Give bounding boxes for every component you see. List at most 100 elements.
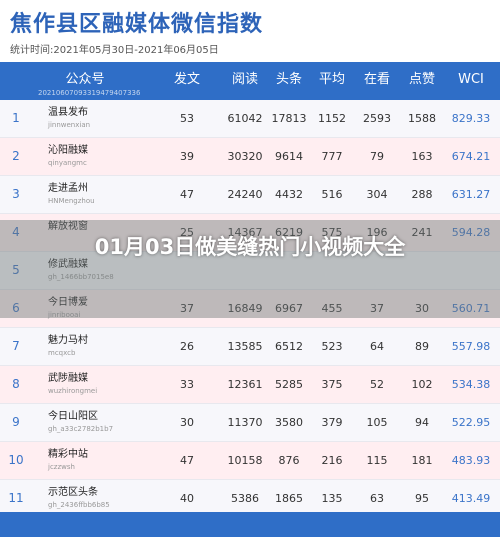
wci-value: 594.28 bbox=[451, 226, 491, 239]
account-name[interactable]: 精彩中站 bbox=[48, 449, 88, 460]
table-row[interactable]: 10 精彩中站 jczzwsh 47 10158 876 216 115 181 483.93 bbox=[0, 442, 500, 480]
table-row[interactable]: 1 温县发布 jinnwenxian 53 61042 17813 1152 2593 1588… bbox=[0, 100, 500, 138]
rank-number: 2 bbox=[12, 149, 20, 163]
wci-value: 829.33 bbox=[451, 112, 491, 125]
account-name[interactable]: 沁阳融媒 bbox=[48, 145, 88, 156]
wci-value: 483.93 bbox=[451, 454, 491, 467]
account-name[interactable]: 今日博爱 bbox=[48, 297, 88, 308]
headline-value: 1865 bbox=[275, 492, 303, 505]
account-cell: 今日山阳区 gh_a33c2782b1b7 bbox=[48, 410, 168, 435]
headline-value: 6512 bbox=[275, 340, 303, 353]
rank-number: 3 bbox=[12, 187, 20, 201]
rank-number: 7 bbox=[12, 339, 20, 353]
table-row[interactable]: 6 今日博爱 jinribooai 37 16849 6967 455 37 30 560.71 bbox=[0, 290, 500, 328]
table-row[interactable]: 9 今日山阳区 gh_a33c2782b1b7 30 11370 3580 379 105 94… bbox=[0, 404, 500, 442]
table-row[interactable]: 3 走进孟州 HNMengzhou 47 24240 4432 516 304 288 631.2… bbox=[0, 176, 500, 214]
overlay-banner bbox=[0, 220, 500, 318]
column-header-likes: 点赞 bbox=[408, 72, 435, 87]
posts-value: 33 bbox=[180, 378, 194, 391]
average-value: 216 bbox=[321, 454, 343, 467]
watching-value: 79 bbox=[370, 150, 384, 163]
reads-value: 14367 bbox=[227, 226, 263, 239]
table-row[interactable]: 5 修武融媒 gh_1466bb7015e8 bbox=[0, 252, 500, 290]
average-value: 1152 bbox=[318, 112, 346, 125]
average-value: 523 bbox=[321, 340, 343, 353]
account-name[interactable]: 魅力马村 bbox=[48, 335, 88, 346]
account-name[interactable]: 示范区头条 bbox=[48, 487, 98, 498]
table-header: 公众号 发文 阅读 头条 平均 在看 点赞 WCI 20210607093319… bbox=[0, 62, 500, 100]
table-row[interactable]: 7 魅力马村 mcqxcb 26 13585 6512 523 64 89 557.98 bbox=[0, 328, 500, 366]
likes-value: 241 bbox=[411, 226, 433, 239]
likes-value: 163 bbox=[411, 150, 433, 163]
average-value: 135 bbox=[321, 492, 343, 505]
account-id: jinribooai bbox=[48, 311, 81, 319]
account-name[interactable]: 武陟融媒 bbox=[48, 373, 88, 384]
table-row[interactable]: 2 沁阳融媒 qinyangmc 39 30320 9614 777 79 163 674.21 bbox=[0, 138, 500, 176]
headline-value: 876 bbox=[278, 454, 300, 467]
page-title: 焦作县区融媒体微信指数 bbox=[10, 12, 264, 37]
average-value: 516 bbox=[321, 188, 343, 201]
reads-value: 30320 bbox=[227, 150, 263, 163]
wci-value: 674.21 bbox=[451, 150, 491, 163]
account-id: gh_a33c2782b1b7 bbox=[48, 425, 114, 433]
rank-number: 1 bbox=[12, 111, 20, 125]
watching-value: 115 bbox=[366, 454, 388, 467]
rank-number: 5 bbox=[12, 263, 20, 277]
rank-number: 6 bbox=[12, 301, 20, 315]
account-cell: 今日博爱 jinribooai bbox=[48, 296, 168, 321]
account-id: HNMengzhou bbox=[48, 197, 95, 205]
wci-value: 534.38 bbox=[451, 378, 491, 391]
rank-number: 11 bbox=[8, 491, 24, 505]
likes-value: 181 bbox=[411, 454, 433, 467]
headline-value: 17813 bbox=[271, 112, 307, 125]
headline-value: 6967 bbox=[275, 302, 303, 315]
average-value: 777 bbox=[321, 150, 343, 163]
average-value: 575 bbox=[321, 226, 343, 239]
account-name[interactable]: 解放视窗 bbox=[48, 221, 88, 232]
account-cell: 沁阳融媒 qinyangmc bbox=[48, 144, 168, 169]
column-header-average: 平均 bbox=[318, 72, 345, 87]
table-body: 1 温县发布 jinnwenxian 53 61042 17813 1152 2593 1588… bbox=[0, 100, 500, 518]
account-name[interactable]: 今日山阳区 bbox=[48, 411, 98, 422]
wci-value: 522.95 bbox=[451, 416, 491, 429]
account-cell: 修武融媒 gh_1466bb7015e8 bbox=[48, 258, 168, 283]
table-row[interactable]: 8 武陟融媒 wuzhirongmei 33 12361 5285 375 52 102 534.… bbox=[0, 366, 500, 404]
account-name[interactable]: 温县发布 bbox=[48, 107, 88, 118]
wci-value: 631.27 bbox=[451, 188, 491, 201]
reads-value: 13585 bbox=[227, 340, 263, 353]
overlay-title: 01月03日做美缝热门小视频大全 bbox=[94, 235, 406, 259]
likes-value: 89 bbox=[415, 340, 429, 353]
posts-value: 30 bbox=[180, 416, 194, 429]
reads-value: 61042 bbox=[227, 112, 263, 125]
wci-value: 557.98 bbox=[451, 340, 491, 353]
headline-value: 6219 bbox=[275, 226, 303, 239]
average-value: 375 bbox=[321, 378, 343, 391]
column-header-account: 公众号 bbox=[65, 72, 105, 87]
rank-number: 9 bbox=[12, 415, 20, 429]
table-row[interactable]: 4 解放视窗 25 14367 6219 575 196 241 594.28 bbox=[0, 214, 500, 252]
account-name[interactable]: 走进孟州 bbox=[48, 183, 88, 194]
column-header-wci: WCI bbox=[458, 72, 484, 87]
account-cell: 魅力马村 mcqxcb bbox=[48, 334, 168, 359]
average-value: 455 bbox=[321, 302, 343, 315]
watching-value: 63 bbox=[370, 492, 384, 505]
column-header-watching: 在看 bbox=[363, 72, 390, 87]
ranking-table: 公众号 发文 阅读 头条 平均 在看 点赞 WCI 20210607093319… bbox=[0, 62, 500, 518]
account-id: qinyangmc bbox=[48, 159, 87, 167]
likes-value: 95 bbox=[415, 492, 429, 505]
reads-value: 24240 bbox=[227, 188, 263, 201]
header: 焦作县区融媒体微信指数 统计时间:2021年05月30日-2021年06月05日 bbox=[0, 0, 500, 62]
rank-number: 10 bbox=[8, 453, 24, 467]
generation-stamp: 20210607093319479407336 bbox=[38, 89, 141, 97]
reads-value: 12361 bbox=[227, 378, 263, 391]
likes-value: 288 bbox=[411, 188, 433, 201]
average-value: 379 bbox=[321, 416, 343, 429]
likes-value: 94 bbox=[415, 416, 429, 429]
posts-value: 47 bbox=[180, 188, 194, 201]
reads-value: 10158 bbox=[227, 454, 263, 467]
account-name[interactable]: 修武融媒 bbox=[48, 259, 88, 270]
account-cell: 解放视窗 bbox=[48, 220, 168, 233]
reads-value: 16849 bbox=[227, 302, 263, 315]
column-header-posts: 发文 bbox=[173, 72, 200, 87]
bottom-bar bbox=[0, 512, 500, 537]
